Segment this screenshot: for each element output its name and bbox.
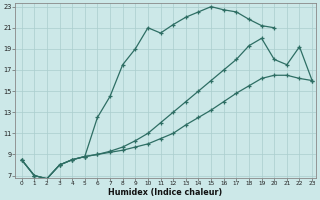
X-axis label: Humidex (Indice chaleur): Humidex (Indice chaleur) bbox=[108, 188, 223, 197]
